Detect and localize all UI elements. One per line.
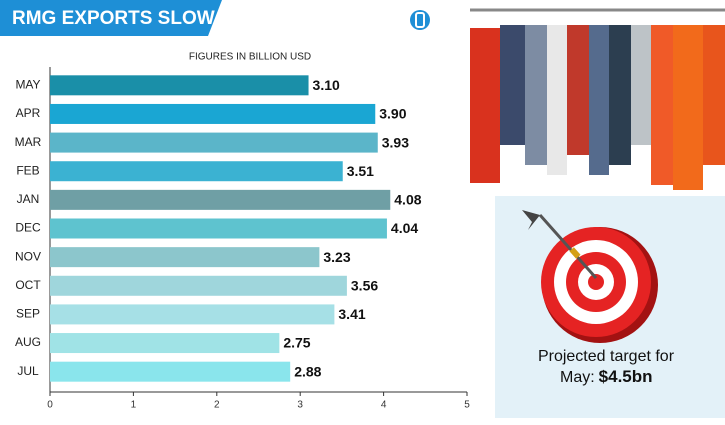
y-tick-label: NOV bbox=[15, 249, 41, 263]
x-tick-label: 5 bbox=[464, 400, 470, 411]
y-tick-label: JAN bbox=[17, 192, 40, 206]
y-tick-label: DEC bbox=[15, 221, 41, 235]
bar bbox=[50, 132, 378, 153]
chart-subtitle: FIGURES IN BILLION USD bbox=[189, 52, 311, 63]
value-label: 3.90 bbox=[379, 106, 406, 122]
annotation-label: May: bbox=[560, 369, 595, 386]
value-label: 4.08 bbox=[394, 192, 421, 208]
y-tick-label: APR bbox=[16, 106, 41, 120]
y-tick-label: SEP bbox=[16, 307, 40, 321]
y-tick-label: OCT bbox=[15, 278, 41, 292]
x-tick-label: 4 bbox=[381, 400, 387, 411]
value-label: 2.75 bbox=[283, 335, 310, 351]
annotation-line: May: $4.5bn bbox=[560, 367, 653, 386]
value-label: 3.23 bbox=[323, 249, 350, 265]
value-label: 2.88 bbox=[294, 363, 321, 379]
bar bbox=[50, 103, 376, 124]
bar bbox=[50, 247, 320, 268]
y-tick-label: JUL bbox=[17, 364, 39, 378]
bar bbox=[50, 218, 387, 239]
value-label: 3.10 bbox=[313, 77, 340, 93]
x-tick-label: 1 bbox=[131, 400, 137, 411]
bar bbox=[50, 189, 391, 210]
bar bbox=[50, 304, 335, 325]
y-tick-label: MAY bbox=[15, 77, 40, 91]
bar bbox=[50, 75, 309, 96]
value-label: 3.56 bbox=[351, 277, 378, 293]
clothes-image bbox=[470, 8, 725, 190]
value-label: 3.51 bbox=[347, 163, 374, 179]
annotation-text: Projected target for bbox=[538, 348, 675, 365]
logo bbox=[410, 10, 430, 30]
title-banner bbox=[0, 0, 222, 36]
x-tick-label: 2 bbox=[214, 400, 220, 411]
bar bbox=[50, 161, 343, 182]
target-icon bbox=[522, 210, 658, 343]
bar bbox=[50, 275, 347, 296]
value-label: 3.41 bbox=[338, 306, 365, 322]
value-label: 3.93 bbox=[382, 134, 409, 150]
y-tick-label: FEB bbox=[16, 163, 39, 177]
chart-title: RMG EXPORTS SLOW bbox=[12, 8, 215, 29]
bar bbox=[50, 361, 291, 382]
annotation-value: $4.5bn bbox=[599, 367, 653, 386]
y-tick-label: MAR bbox=[15, 135, 42, 149]
bar bbox=[50, 333, 280, 354]
value-label: 4.04 bbox=[391, 220, 418, 236]
x-tick-label: 0 bbox=[47, 400, 53, 411]
x-tick-label: 3 bbox=[297, 400, 303, 411]
y-tick-label: AUG bbox=[15, 335, 41, 349]
